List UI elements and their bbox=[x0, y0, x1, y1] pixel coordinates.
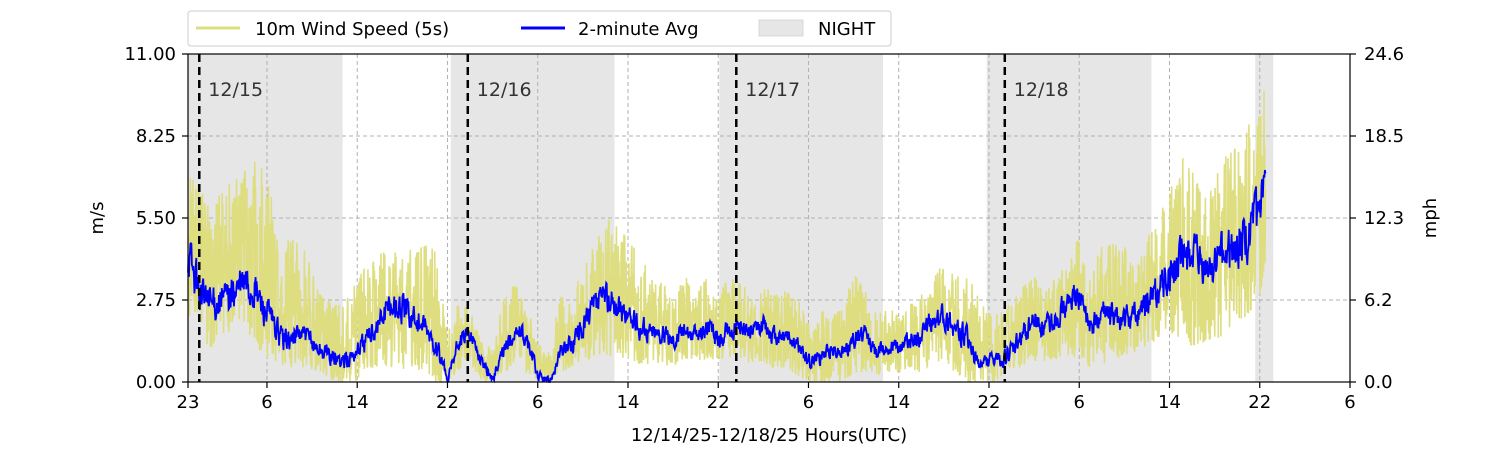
legend-swatch-night bbox=[758, 19, 804, 37]
legend: 10m Wind Speed (5s) 2-minute Avg NIGHT bbox=[187, 10, 892, 47]
y-left-tick-label: 0.00 bbox=[136, 372, 176, 393]
y-left-tick-label: 5.50 bbox=[136, 208, 176, 229]
x-tick-label: 6 bbox=[803, 392, 814, 413]
legend-label-wind-speed: 10m Wind Speed (5s) bbox=[255, 19, 449, 40]
x-tick-label: 14 bbox=[887, 392, 910, 413]
y-right-tick-label: 24.6 bbox=[1364, 44, 1404, 65]
day-label: 12/15 bbox=[208, 79, 263, 101]
x-tick-label: 14 bbox=[617, 392, 640, 413]
x-tick-label: 6 bbox=[1344, 392, 1355, 413]
x-tick-label: 6 bbox=[532, 392, 543, 413]
y-left-tick-label: 2.75 bbox=[136, 290, 176, 311]
day-label: 12/16 bbox=[477, 79, 532, 101]
day-label: 12/18 bbox=[1014, 79, 1069, 101]
y-axis-left-ticks: 0.00 2.75 5.50 8.25 11.00 bbox=[124, 44, 188, 393]
y-left-tick-label: 8.25 bbox=[136, 126, 176, 147]
y-axis-right-ticks: 0.0 6.2 12.3 18.5 24.6 bbox=[1350, 44, 1404, 393]
x-tick-label: 22 bbox=[707, 392, 730, 413]
y-right-tick-label: 12.3 bbox=[1364, 208, 1404, 229]
y-left-tick-label: 11.00 bbox=[124, 44, 176, 65]
x-tick-label: 6 bbox=[1074, 392, 1085, 413]
series-10m-wind-speed bbox=[187, 90, 1267, 384]
day-dividers: 12/15 12/16 12/17 12/18 bbox=[198, 54, 1069, 382]
wind-speed-line bbox=[187, 90, 1267, 384]
x-tick-label: 22 bbox=[978, 392, 1001, 413]
x-axis-label: 12/14/25-12/18/25 Hours(UTC) bbox=[631, 425, 907, 446]
day-label: 12/17 bbox=[745, 79, 800, 101]
y-axis-left-label: m/s bbox=[87, 202, 108, 235]
x-tick-label: 6 bbox=[261, 392, 272, 413]
y-axis-right-label: mph bbox=[1420, 198, 1441, 238]
y-right-tick-label: 0.0 bbox=[1364, 372, 1393, 393]
x-axis-ticks: 23 6 14 22 6 14 22 6 14 22 6 14 22 6 bbox=[177, 382, 1356, 413]
avg-line bbox=[187, 169, 1267, 384]
x-tick-label: 14 bbox=[346, 392, 369, 413]
legend-label-2min-avg: 2-minute Avg bbox=[578, 19, 699, 40]
y-right-tick-label: 6.2 bbox=[1364, 290, 1393, 311]
legend-label-night: NIGHT bbox=[818, 19, 876, 40]
y-right-tick-label: 18.5 bbox=[1364, 126, 1404, 147]
x-tick-label: 22 bbox=[1248, 392, 1271, 413]
x-tick-label: 14 bbox=[1158, 392, 1181, 413]
x-tick-label: 22 bbox=[436, 392, 459, 413]
series-2min-avg bbox=[187, 169, 1267, 384]
x-tick-label: 23 bbox=[177, 392, 200, 413]
